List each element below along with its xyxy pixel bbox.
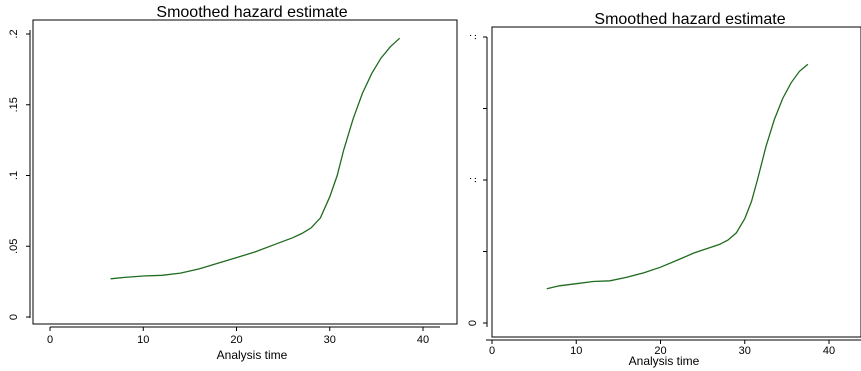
chart-left-title: Smoothed hazard estimate: [156, 4, 347, 21]
right-y-tick-label-0: 0: [467, 320, 479, 326]
left-x-tick-label-4: 40: [417, 334, 429, 346]
left-y-tick-label-1: .05: [8, 239, 20, 254]
chart-left-y-ticks: 0 .05 .1 .15 .2: [8, 29, 30, 320]
left-x-tick-label-3: 30: [324, 334, 336, 346]
chart-right-series-group: [546, 63, 809, 290]
chart-left: Smoothed hazard estimate 0 10 20 30 40 0 .05.…: [8, 4, 458, 362]
chart-right-plot-frame: [491, 26, 861, 338]
right-y-tick-label-4: .:: [467, 34, 479, 40]
chart-right-y-ticks: 0.:.:: [467, 34, 487, 326]
right-x-tick-label-3: 30: [739, 345, 751, 357]
right-x-tick-label-2: 20: [654, 345, 666, 357]
chart-right-x-axis-label: Analysis time: [629, 354, 700, 368]
chart-right-title: Smoothed hazard estimate: [594, 11, 785, 28]
chart-right: Smoothed hazard estimate 0 10 20 30 40 0.:.:…: [467, 11, 861, 368]
left-hazard-curve-0: [110, 37, 401, 280]
right-y-tick-label-2: .:: [467, 177, 479, 183]
chart-left-x-axis-label: Analysis time: [217, 348, 288, 362]
right-x-tick-label-4: 40: [823, 345, 835, 357]
right-x-tick-label-0: 0: [489, 345, 495, 357]
right-x-tick-label-1: 10: [570, 345, 582, 357]
left-x-tick-label-1: 10: [137, 334, 149, 346]
left-y-tick-label-2: .1: [8, 171, 20, 180]
chart-right-x-ticks: 0 10 20 30 40: [489, 340, 835, 357]
left-y-tick-label-4: .2: [8, 29, 20, 38]
right-hazard-curve-0: [546, 63, 809, 290]
chart-left-x-ticks: 0 10 20 30 40: [47, 327, 429, 346]
left-x-tick-label-2: 20: [230, 334, 242, 346]
chart-left-plot-frame: [32, 19, 458, 325]
left-x-tick-label-0: 0: [47, 334, 53, 346]
left-y-tick-label-3: .15: [8, 97, 20, 112]
chart-left-series-group: [110, 37, 401, 280]
left-y-tick-label-0: 0: [8, 314, 20, 320]
